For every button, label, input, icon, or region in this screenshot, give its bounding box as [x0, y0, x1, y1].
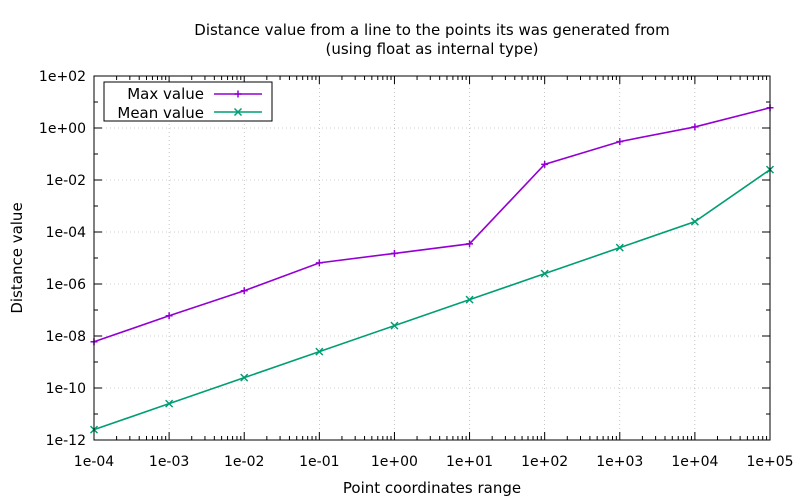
- data-point-max-value: [691, 123, 699, 131]
- data-point-mean-value: [690, 217, 699, 226]
- data-point-mean-value: [165, 399, 174, 408]
- data-point-max-value: [165, 312, 173, 320]
- ticks: [93, 75, 771, 441]
- data-point-max-value: [240, 287, 248, 295]
- data-point-mean-value: [615, 243, 624, 252]
- legend-marker-mean-value: [233, 107, 243, 117]
- data-point-mean-value: [315, 347, 324, 356]
- x-tick-label: 1e+01: [446, 454, 493, 470]
- y-tick-label: 1e+02: [39, 69, 86, 85]
- data-point-max-value: [541, 160, 549, 168]
- data-point-max-value: [466, 240, 474, 248]
- y-tick-label: 1e-02: [46, 173, 86, 189]
- data-point-mean-value: [540, 269, 549, 278]
- plot-border: [93, 75, 771, 441]
- y-tick-label: 1e+00: [39, 121, 86, 137]
- series: [89, 104, 775, 434]
- grid: [94, 76, 770, 440]
- x-tick-label: 1e+05: [746, 454, 793, 470]
- data-point-mean-value: [240, 373, 249, 382]
- legend-swatches: [214, 90, 262, 117]
- y-tick-label: 1e-06: [46, 277, 86, 293]
- legend-label-max: Max value: [127, 85, 204, 103]
- data-point-max-value: [390, 249, 398, 257]
- y-tick-label: 1e-12: [46, 433, 86, 449]
- x-tick-labels: 1e-04 1e-03 1e-02 1e-01 1e+00 1e+01 1e+02 1e+03…: [74, 454, 794, 470]
- series-line-max-value: [93, 106, 771, 343]
- data-point-mean-value: [465, 295, 474, 304]
- y-tick-label: 1e-10: [46, 381, 86, 397]
- series-line-mean-value: [93, 168, 771, 431]
- chart-title: Distance value from a line to the points…: [194, 21, 669, 39]
- x-tick-label: 1e+04: [671, 454, 718, 470]
- chart-subtitle: (using float as internal type): [325, 40, 538, 58]
- x-tick-label: 1e+00: [371, 454, 418, 470]
- y-tick-labels: 1e+02 1e+00 1e-02 1e-04 1e-06 1e-08 1e-10 1e-12: [39, 69, 86, 449]
- legend-box: [103, 81, 273, 122]
- x-tick-label: 1e-04: [74, 454, 114, 470]
- y-tick-label: 1e-08: [46, 329, 86, 345]
- x-tick-label: 1e+03: [596, 454, 643, 470]
- legend-marker-max-value: [234, 90, 242, 98]
- x-tick-label: 1e-03: [149, 454, 189, 470]
- x-tick-label: 1e+02: [521, 454, 568, 470]
- legend: Max value Mean value: [103, 81, 273, 122]
- y-axis-label: Distance value: [8, 202, 26, 313]
- data-point-mean-value: [390, 321, 399, 330]
- x-tick-label: 1e-02: [224, 454, 264, 470]
- legend-label-mean: Mean value: [117, 104, 204, 122]
- x-tick-label: 1e-01: [299, 454, 339, 470]
- data-point-max-value: [315, 259, 323, 267]
- y-tick-label: 1e-04: [46, 225, 86, 241]
- data-point-max-value: [616, 138, 624, 146]
- x-axis-label: Point coordinates range: [343, 479, 521, 497]
